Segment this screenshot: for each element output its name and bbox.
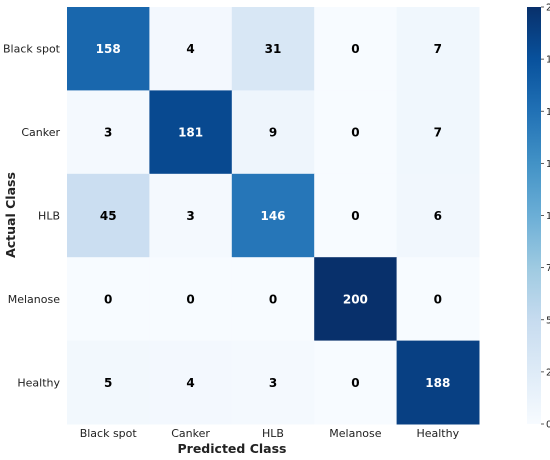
y-tick-label: Black spot (3, 43, 61, 56)
heatmap-cell (149, 7, 233, 91)
heatmap-cell (67, 173, 150, 258)
cell-value-label: 0 (186, 292, 194, 306)
cell-value-label: 9 (269, 126, 277, 140)
heatmap-cell (314, 257, 398, 342)
y-axis-tick-labels: Black spot Canker HLB Melanose Healthy (3, 43, 61, 390)
y-tick-label: Canker (21, 126, 60, 139)
heatmap-cell (396, 257, 480, 342)
cell-value-label: 0 (434, 292, 442, 306)
cell-value-label: 181 (178, 126, 203, 140)
cell-value-label: 6 (434, 209, 442, 223)
cell-value-label: 0 (351, 126, 359, 140)
x-tick-label: Black spot (80, 427, 138, 440)
heatmap-cell (314, 90, 398, 175)
x-tick-label: HLB (262, 427, 284, 440)
cell-value-label: 158 (96, 42, 121, 56)
cell-value-label: 3 (104, 126, 112, 140)
heatmap-cell (314, 340, 398, 425)
colorbar-tick-label: 75 (546, 263, 550, 274)
x-axis-label: Predicted Class (178, 441, 287, 456)
cell-value-label: 0 (351, 376, 359, 390)
colorbar-tick-labels: 0 25 50 75 100 125 150 175 200 (541, 3, 550, 431)
cell-value-label: 146 (260, 209, 285, 223)
heatmap-cells (67, 7, 480, 425)
heatmap-cell (149, 340, 233, 425)
heatmap-cell (67, 340, 150, 425)
cell-value-label: 7 (434, 42, 442, 56)
heatmap-cell (231, 340, 315, 425)
x-axis-tick-labels: Black spot Canker HLB Melanose Healthy (80, 427, 460, 440)
cell-value-label: 0 (351, 209, 359, 223)
heatmap-cell (231, 257, 315, 342)
heatmap-cell-labels: 158 4 31 0 7 3 181 9 0 7 45 3 146 0 6 0 0 0 200 0 5 4 3 0 188 (96, 42, 451, 390)
colorbar (527, 7, 541, 424)
colorbar-tick-label: 175 (546, 55, 550, 66)
y-tick-label: Healthy (17, 376, 60, 389)
cell-value-label: 0 (269, 292, 277, 306)
cell-value-label: 0 (351, 42, 359, 56)
heatmap-cell (396, 340, 480, 425)
heatmap-cell (396, 7, 480, 91)
colorbar-tick-label: 100 (546, 211, 550, 222)
cell-value-label: 3 (269, 376, 277, 390)
colorbar-tick-label: 0 (546, 420, 550, 431)
cell-value-label: 31 (265, 42, 282, 56)
colorbar-tick-label: 25 (546, 367, 550, 378)
heatmap-cell (396, 173, 480, 258)
y-tick-label: HLB (38, 210, 60, 223)
heatmap-cell (67, 90, 150, 175)
heatmap-cell (67, 257, 150, 342)
heatmap-cell (149, 90, 233, 175)
x-tick-label: Canker (171, 427, 210, 440)
cell-value-label: 188 (425, 376, 450, 390)
heatmap-cell (149, 173, 233, 258)
heatmap-cell (314, 173, 398, 258)
cell-value-label: 3 (186, 209, 194, 223)
cell-value-label: 45 (100, 209, 117, 223)
heatmap-cell (231, 7, 315, 91)
x-tick-label: Melanose (329, 427, 381, 440)
colorbar-tick-label: 50 (546, 315, 550, 326)
cell-value-label: 7 (434, 126, 442, 140)
heatmap-cell (149, 257, 233, 342)
heatmap-cell (231, 90, 315, 175)
heatmap-cell (396, 90, 480, 175)
y-tick-label: Melanose (8, 293, 60, 306)
cell-value-label: 4 (186, 376, 194, 390)
y-axis-label: Actual Class (3, 172, 18, 258)
x-tick-label: Healthy (416, 427, 459, 440)
cell-value-label: 5 (104, 376, 112, 390)
heatmap-cell (67, 7, 150, 91)
heatmap-cell (231, 173, 315, 258)
cell-value-label: 0 (104, 292, 112, 306)
colorbar-tick-label: 125 (546, 159, 550, 170)
colorbar-tick-label: 200 (546, 3, 550, 14)
cell-value-label: 4 (186, 42, 194, 56)
colorbar-tick-label: 150 (546, 107, 550, 118)
cell-value-label: 200 (343, 292, 368, 306)
heatmap-cell (314, 7, 398, 91)
